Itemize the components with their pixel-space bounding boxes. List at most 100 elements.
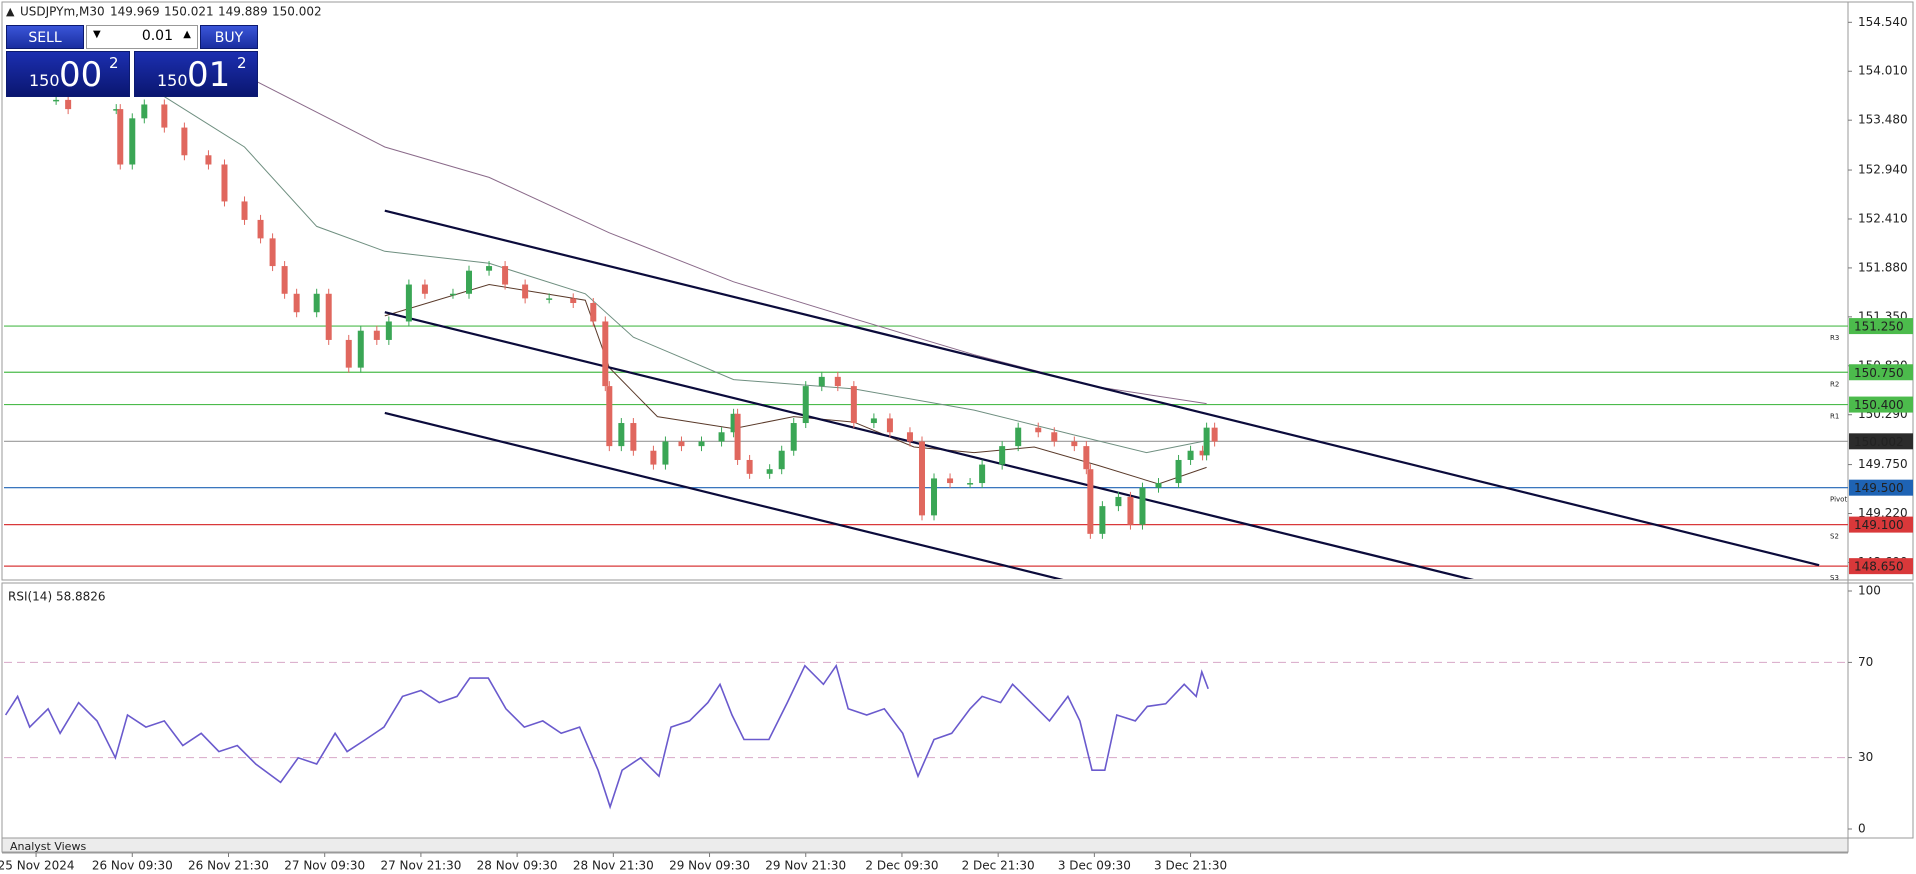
x-tick-label: 26 Nov 09:30	[92, 859, 173, 873]
channel-line	[384, 411, 1064, 579]
level-tag: Pivot	[1830, 496, 1847, 504]
candle-body	[345, 339, 352, 368]
rsi-tick-label: 0	[1858, 822, 1866, 836]
sell-price-pips: 00	[59, 55, 103, 95]
sell-button[interactable]: SELL	[6, 25, 84, 49]
candle-body	[1087, 469, 1094, 534]
buy-button[interactable]: BUY	[200, 25, 258, 49]
x-tick-label: 28 Nov 09:30	[477, 859, 558, 873]
y-tick-label: 154.010	[1858, 64, 1908, 78]
candle-body	[1083, 446, 1090, 470]
level-box	[1849, 396, 1913, 413]
level-box	[1849, 558, 1913, 575]
candle-body	[850, 386, 857, 424]
ohlc-close: 150.002	[272, 5, 322, 19]
candle-body	[1203, 427, 1210, 456]
symbol: USDJPYm,M30	[20, 5, 105, 19]
candle-body	[53, 99, 60, 102]
x-tick-label: 28 Nov 21:30	[573, 859, 654, 873]
candle-body	[293, 293, 300, 313]
sell-price-point: 2	[109, 54, 119, 72]
candle-body	[790, 423, 797, 451]
candle-body	[1187, 450, 1194, 460]
candle-body	[834, 376, 841, 387]
candle-body	[802, 386, 809, 424]
candle-body	[698, 441, 705, 447]
y-tick-label: 153.480	[1858, 113, 1908, 127]
candle-body	[718, 432, 725, 442]
level-tag: S3	[1830, 574, 1839, 582]
trade-panel: SELL ▼ 0.01 ▲ BUY 150 00 2 150 01 2	[6, 25, 258, 97]
candle-body	[1127, 496, 1134, 525]
candle-body	[650, 450, 657, 465]
candle-body	[662, 441, 669, 465]
candle-body	[1199, 450, 1206, 456]
candle-body	[1115, 496, 1122, 507]
candle-body	[486, 266, 493, 271]
x-tick-label: 2 Dec 09:30	[865, 859, 938, 873]
x-tick-label: 29 Nov 09:30	[669, 859, 750, 873]
candle-body	[449, 293, 456, 296]
candle-body	[766, 469, 773, 474]
y-tick-label: 149.220	[1858, 506, 1908, 520]
candle-body	[918, 441, 925, 516]
candle-body	[778, 450, 785, 470]
level-label: 150.002	[1854, 435, 1904, 449]
y-tick-label: 152.410	[1858, 211, 1908, 225]
candle-body	[1211, 427, 1218, 442]
channel-line	[384, 311, 1475, 579]
lot-down[interactable]: ▼	[93, 29, 101, 40]
candle-body	[466, 270, 473, 294]
ohlc-low: 149.889	[218, 5, 268, 19]
bottom-tab: Analyst Views	[10, 840, 86, 853]
candle-body	[1099, 506, 1106, 534]
candle-body	[257, 219, 264, 239]
candle-body	[1155, 483, 1162, 488]
header-icon: ▲	[6, 5, 15, 18]
candle-body	[1015, 427, 1022, 447]
x-tick-label: 3 Dec 09:30	[1058, 859, 1131, 873]
rsi-tick-label: 70	[1858, 655, 1873, 669]
y-tick-label: 152.940	[1858, 163, 1908, 177]
candle-body	[746, 459, 753, 474]
candle-body	[734, 413, 741, 460]
candle-body	[947, 478, 954, 484]
candle-body	[546, 298, 553, 300]
candle-body	[373, 330, 380, 340]
level-box	[1849, 479, 1913, 496]
x-tick-label: 29 Nov 21:30	[765, 859, 846, 873]
lot-value[interactable]: 0.01	[141, 28, 173, 44]
candle-body	[818, 376, 825, 387]
candle-body	[405, 284, 412, 322]
buy-price[interactable]: 150 01 2	[134, 51, 258, 97]
level-label: 151.250	[1854, 320, 1904, 334]
level-label: 148.650	[1854, 560, 1904, 574]
level-tag: S2	[1830, 533, 1839, 541]
lot-up[interactable]: ▲	[183, 29, 191, 40]
level-label: 150.750	[1854, 366, 1904, 380]
candle-body	[979, 464, 986, 484]
candle-body	[313, 293, 320, 313]
candle-body	[590, 303, 597, 322]
candle-body	[1051, 432, 1058, 442]
candle-body	[1175, 459, 1182, 484]
level-box	[1849, 433, 1913, 450]
candle-body	[117, 109, 124, 165]
candle-body	[1139, 487, 1146, 525]
channel-line	[384, 209, 1820, 567]
ohlc-open: 149.969	[110, 5, 160, 19]
rsi-pane-frame	[1, 582, 1914, 839]
candle-body	[421, 284, 428, 294]
candle-body	[161, 104, 168, 128]
buy-price-pips: 01	[187, 55, 231, 95]
x-tick-label: 2 Dec 21:30	[962, 859, 1035, 873]
y-tick-label: 151.880	[1858, 260, 1908, 274]
level-box	[1849, 364, 1913, 381]
lot-box: ▼ 0.01 ▲	[86, 25, 198, 49]
candle-body	[325, 293, 332, 340]
candle-body	[522, 284, 529, 299]
candle-body	[606, 386, 613, 447]
sell-price[interactable]: 150 00 2	[6, 51, 130, 97]
